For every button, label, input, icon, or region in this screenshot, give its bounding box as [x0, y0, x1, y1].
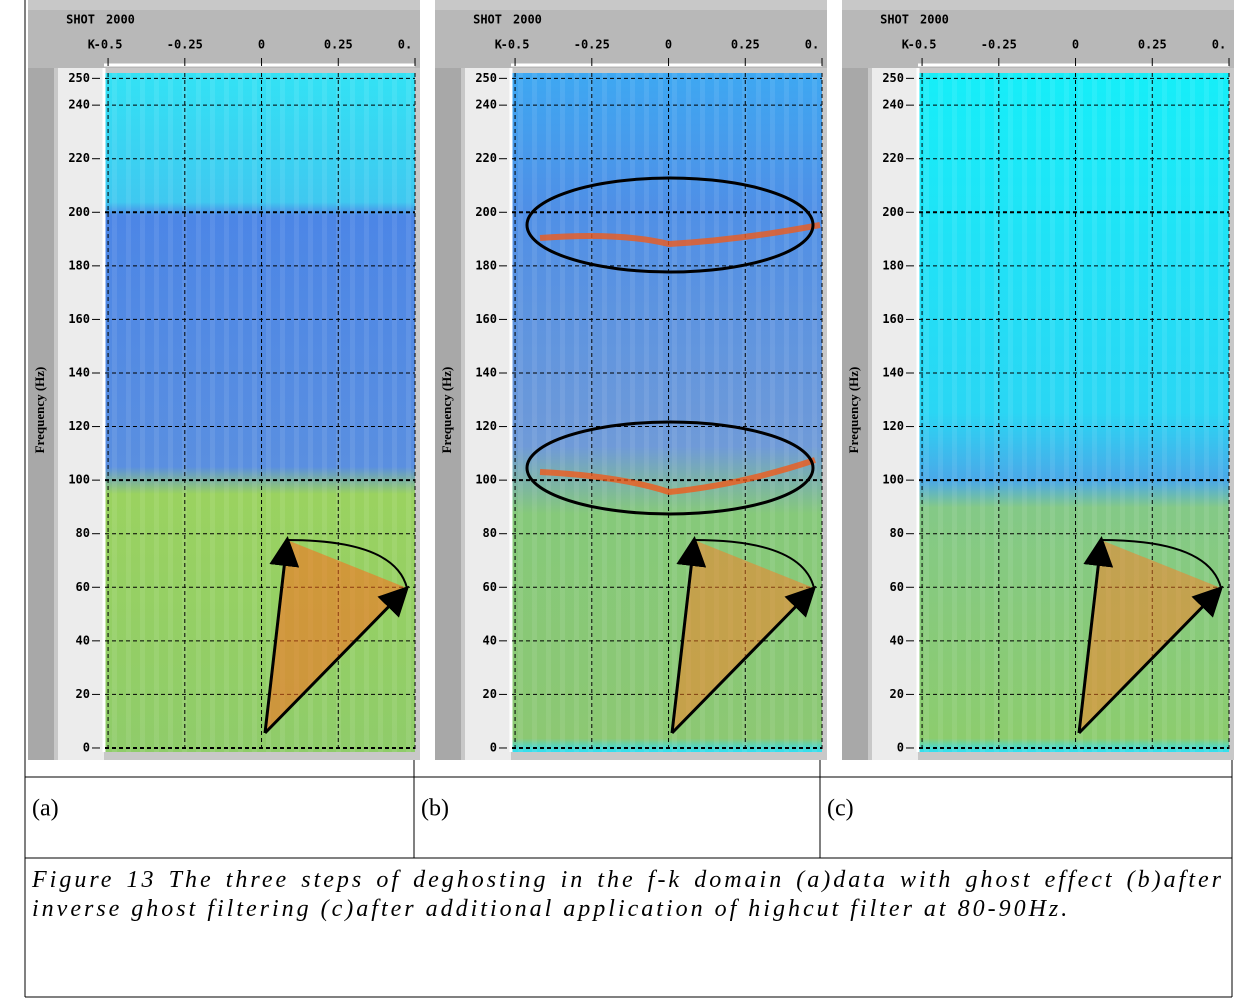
y-tick-label: 40 [76, 633, 90, 647]
shot-label: SHOT [880, 13, 909, 27]
shot-label: SHOT [66, 13, 95, 27]
x-tick-label: 0 [665, 38, 672, 52]
y-tick-label: 120 [475, 419, 497, 433]
y-axis-label: Frequency (Hz) [439, 367, 454, 454]
y-tick-label: 220 [882, 151, 904, 165]
y-axis-label: Frequency (Hz) [846, 367, 861, 454]
heatmap-texture [512, 73, 822, 752]
y-tick-label: 240 [475, 98, 497, 112]
y-tick-label: 180 [882, 258, 904, 272]
y-tick-label: 160 [882, 312, 904, 326]
y-tick-label: 180 [68, 258, 90, 272]
y-tick-label: 120 [68, 419, 90, 433]
y-tick-label: 220 [68, 151, 90, 165]
y-tick-label: 160 [68, 312, 90, 326]
y-tick-label: 60 [890, 580, 904, 594]
y-tick-label: 140 [882, 365, 904, 379]
x-tick-label: -0.25 [167, 38, 203, 52]
y-axis-label: Frequency (Hz) [32, 367, 47, 454]
x-tick-label: 0. [1212, 38, 1226, 52]
x-tick-label: 0.25 [324, 38, 353, 52]
y-tick-label: 0 [83, 740, 90, 754]
x-tick-label: 0. [398, 38, 412, 52]
shot-value: 2000 [513, 13, 542, 27]
y-tick-label: 20 [483, 687, 497, 701]
y-tick-label: 20 [890, 687, 904, 701]
y-tick-label: 80 [76, 526, 90, 540]
y-tick-label: 140 [68, 365, 90, 379]
heatmap-texture [105, 73, 415, 752]
y-tick-label: 40 [890, 633, 904, 647]
y-tick-label: 120 [882, 419, 904, 433]
axis-strip [58, 68, 104, 760]
shot-value: 2000 [920, 13, 949, 27]
panel-label: (b) [421, 796, 449, 822]
axis-strip [465, 68, 511, 760]
y-tick-label: 0 [490, 740, 497, 754]
x-tick-label: -0.25 [574, 38, 610, 52]
shot-value: 2000 [106, 13, 135, 27]
shot-label: SHOT [473, 13, 502, 27]
y-tick-label: 240 [68, 98, 90, 112]
x-tick-label: 0.25 [731, 38, 760, 52]
x-tick-label: 0.25 [1138, 38, 1167, 52]
y-tick-label: 60 [483, 580, 497, 594]
y-tick-label: 140 [475, 365, 497, 379]
y-tick-label: 60 [76, 580, 90, 594]
y-tick-label: 200 [68, 205, 90, 219]
y-tick-label: 160 [475, 312, 497, 326]
y-tick-label: 220 [475, 151, 497, 165]
y-tick-label: 80 [483, 526, 497, 540]
y-tick-label: 0 [897, 740, 904, 754]
panel-label: (c) [827, 796, 854, 822]
page: SHOT2000KFrequency (Hz)-0.5-0.2500.250.0… [0, 0, 1234, 1000]
y-tick-label: 200 [882, 205, 904, 219]
panel-label: (a) [32, 796, 59, 822]
y-tick-label: 100 [68, 473, 90, 487]
x-tick-label: 0 [1072, 38, 1079, 52]
x-tick-label: 0 [258, 38, 265, 52]
x-tick-label: -0.25 [981, 38, 1017, 52]
y-tick-label: 40 [483, 633, 497, 647]
x-tick-label: -0.5 [501, 38, 530, 52]
x-tick-label: -0.5 [908, 38, 937, 52]
y-tick-label: 100 [475, 473, 497, 487]
axis-strip [872, 68, 918, 760]
y-tick-label: 180 [475, 258, 497, 272]
y-tick-label: 80 [890, 526, 904, 540]
figure: SHOT2000KFrequency (Hz)-0.5-0.2500.250.0… [0, 0, 1234, 1000]
y-tick-label: 250 [882, 71, 904, 85]
heatmap-texture [919, 73, 1229, 752]
x-tick-label: -0.5 [94, 38, 123, 52]
x-tick-label: 0. [805, 38, 819, 52]
y-tick-label: 250 [475, 71, 497, 85]
y-tick-label: 100 [882, 473, 904, 487]
y-tick-label: 250 [68, 71, 90, 85]
caption: Figure 13 The three steps of deghosting … [32, 866, 1224, 924]
y-tick-label: 240 [882, 98, 904, 112]
y-tick-label: 200 [475, 205, 497, 219]
y-tick-label: 20 [76, 687, 90, 701]
